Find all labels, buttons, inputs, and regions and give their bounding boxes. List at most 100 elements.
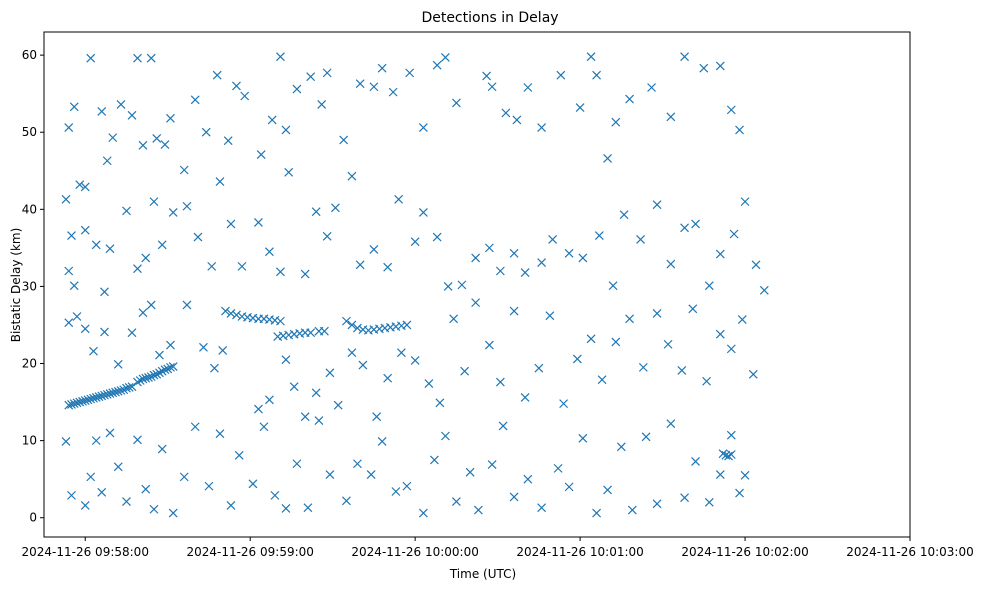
data-point xyxy=(254,218,263,227)
data-point xyxy=(265,395,274,405)
data-point xyxy=(314,416,324,426)
data-point xyxy=(726,344,736,354)
data-point xyxy=(666,112,676,122)
data-point xyxy=(303,503,313,513)
data-point xyxy=(179,165,189,175)
data-point xyxy=(537,258,547,267)
data-point xyxy=(759,285,769,295)
data-point xyxy=(80,324,90,334)
x-axis-label: Time (UTC) xyxy=(449,567,516,581)
data-point xyxy=(226,219,236,229)
data-point xyxy=(537,123,547,133)
data-point xyxy=(718,449,728,459)
data-point xyxy=(146,372,156,382)
data-point xyxy=(100,287,109,297)
data-point xyxy=(127,110,137,120)
data-point xyxy=(325,470,335,479)
data-point xyxy=(64,123,74,133)
data-point xyxy=(133,435,142,445)
data-point xyxy=(86,394,96,404)
data-point xyxy=(182,201,192,211)
data-point xyxy=(429,455,439,465)
data-point xyxy=(190,95,200,105)
data-point xyxy=(564,482,574,492)
data-point xyxy=(597,375,607,385)
data-point xyxy=(726,105,736,115)
data-point xyxy=(740,470,750,480)
data-point xyxy=(276,316,285,326)
data-point xyxy=(276,267,285,277)
data-point xyxy=(155,350,164,360)
data-point xyxy=(166,340,175,350)
data-point xyxy=(218,345,228,355)
data-point xyxy=(575,103,585,112)
data-point xyxy=(751,260,761,270)
data-point xyxy=(265,247,274,257)
data-point xyxy=(80,396,90,405)
data-point xyxy=(451,98,461,108)
data-point xyxy=(341,496,351,506)
data-point xyxy=(212,70,222,80)
data-point xyxy=(594,231,604,240)
y-tick-label: 40 xyxy=(22,202,37,216)
data-point xyxy=(726,430,736,440)
data-point xyxy=(509,492,519,502)
data-point xyxy=(443,282,453,291)
data-point xyxy=(548,234,558,244)
data-point xyxy=(487,460,497,469)
data-point xyxy=(559,399,569,409)
data-point xyxy=(465,467,475,477)
data-point xyxy=(512,115,522,125)
y-tick-label: 20 xyxy=(22,357,37,371)
data-point xyxy=(113,462,123,472)
data-point xyxy=(83,395,93,405)
data-point xyxy=(715,249,725,259)
data-point xyxy=(240,91,250,101)
data-point xyxy=(352,323,362,333)
data-point xyxy=(699,63,709,73)
data-point xyxy=(677,366,687,375)
data-point xyxy=(355,260,365,270)
data-point xyxy=(207,261,217,271)
data-point xyxy=(94,392,104,402)
data-point xyxy=(322,68,332,78)
data-point xyxy=(72,398,82,408)
data-point xyxy=(578,253,588,263)
data-point xyxy=(160,365,170,375)
x-tick-label: 2024-11-26 10:00:00 xyxy=(351,545,478,559)
data-point xyxy=(347,348,357,358)
data-point xyxy=(166,362,175,372)
data-point xyxy=(276,52,285,62)
data-point xyxy=(292,459,302,469)
data-point xyxy=(537,503,547,513)
data-point xyxy=(102,156,112,166)
data-point xyxy=(138,140,148,150)
data-point xyxy=(592,70,602,80)
data-point xyxy=(61,436,71,446)
data-point xyxy=(67,231,76,240)
data-point xyxy=(534,363,544,373)
data-point xyxy=(127,328,137,338)
data-point xyxy=(396,348,406,358)
data-point xyxy=(520,268,530,277)
data-point xyxy=(435,398,445,408)
data-point xyxy=(564,248,574,258)
data-point xyxy=(311,207,321,217)
data-point xyxy=(100,390,109,400)
data-point xyxy=(339,135,349,145)
data-point xyxy=(432,232,442,242)
data-point xyxy=(72,312,82,321)
data-point xyxy=(108,133,118,143)
data-point xyxy=(306,72,316,82)
data-point xyxy=(69,399,79,409)
data-point xyxy=(726,450,736,459)
data-point xyxy=(168,508,178,518)
data-point xyxy=(460,366,470,376)
data-point xyxy=(317,100,327,109)
data-point xyxy=(402,481,412,491)
data-point xyxy=(80,182,90,192)
data-point xyxy=(105,428,115,438)
data-point xyxy=(210,363,219,373)
data-point xyxy=(226,308,236,318)
data-point xyxy=(270,490,280,500)
